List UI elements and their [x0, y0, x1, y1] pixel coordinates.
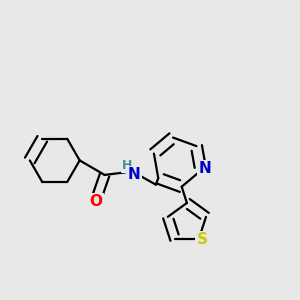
Text: S: S: [197, 232, 208, 247]
Text: H: H: [122, 159, 132, 172]
Text: O: O: [89, 194, 103, 209]
Text: N: N: [199, 161, 211, 176]
Text: N: N: [128, 167, 140, 182]
